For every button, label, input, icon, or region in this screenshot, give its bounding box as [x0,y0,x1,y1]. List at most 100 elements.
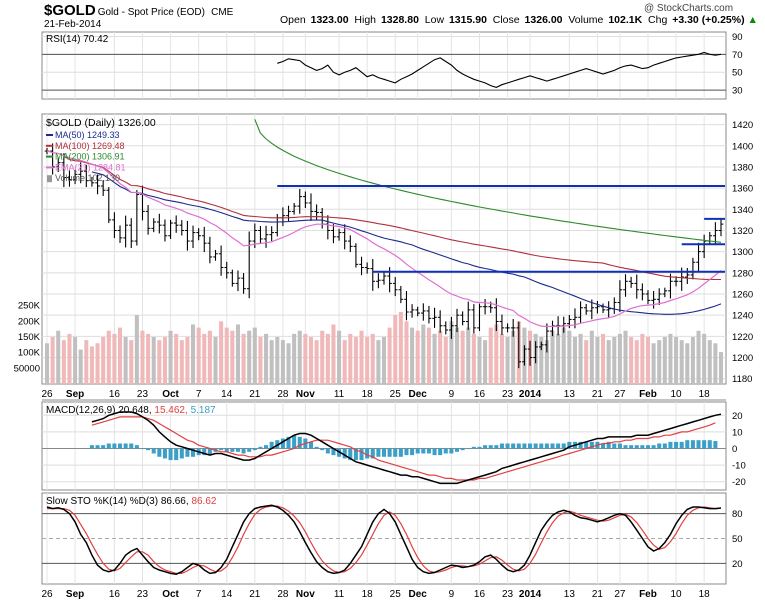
rsi-tick-label: 30 [732,86,743,97]
price-bar [55,157,61,173]
price-bar [544,323,550,353]
x-axis-label-bottom: Nov [296,589,315,600]
price-tick-label: 1360 [732,184,753,195]
volume-bar [696,330,701,384]
macd-histogram-bar [252,448,257,451]
rsi-tick-label: 50 [732,68,743,79]
price-bar [471,304,477,334]
macd-histogram-bar [241,448,246,454]
sto-tick-label: 20 [732,559,743,570]
x-axis-label-top: 18 [699,389,711,400]
volume-value: 102.1K [608,14,643,26]
volume-bar [449,321,454,384]
x-axis-label-bottom: 21 [249,589,261,600]
volume-bar [393,315,398,384]
x-axis-label-top: Dec [409,389,428,400]
legend-swatch-volume [47,175,52,183]
chg-label: Chg [648,14,668,26]
price-bar [673,276,679,287]
macd-histogram-bar [702,440,707,449]
price-bar [668,273,673,299]
macd-histogram-bar [146,448,151,451]
volume-bar [140,330,145,384]
macd-histogram-bar [308,441,314,449]
symbol-description: Gold - Spot Price (EOD) [97,7,205,18]
price-bar [505,323,510,333]
x-axis-label-bottom: 9 [449,589,455,600]
price-bar [617,280,623,312]
price-tick-label: 1300 [732,247,753,258]
macd-histogram-bar [606,441,611,449]
macd-histogram-bar [117,443,123,449]
price-tick-label: 1280 [732,268,753,279]
volume-label: Volume [568,14,604,26]
volume-bar [702,333,707,384]
volume-bar [713,343,718,384]
volume-bar [662,337,667,384]
macd-histogram-bar [522,443,527,449]
x-axis-label-top: 14 [221,389,233,400]
volume-bar [280,340,285,384]
x-axis-label-bottom: Dec [409,589,428,600]
ohlc-summary: Open 1323.00 High 1328.80 Low 1315.90 Cl… [280,14,758,26]
macd-histogram-bar [516,443,521,449]
price-tick-label: 1340 [732,205,753,216]
volume-bar [337,330,342,384]
macd-histogram-bar [645,445,651,449]
volume-bar [690,337,695,384]
volume-bar [674,337,679,384]
macd-histogram-bar [561,443,566,449]
price-bar [713,222,718,245]
price-bar [67,170,72,187]
x-axis-label-bottom: Oct [162,589,179,600]
volume-bar [325,333,330,384]
price-bar [106,187,112,224]
macd-histogram-bar [331,448,336,456]
price-tick-label: 1220 [732,332,753,343]
macd-histogram-bar [578,441,583,449]
volume-bar [398,311,403,384]
high-label: High [354,14,377,26]
macd-tick-label: -20 [732,477,746,488]
ma200-line [254,119,722,243]
price-legend-title: $GOLD (Daily) 1326.00 [46,117,156,129]
price-bar [162,219,168,242]
price-bar [336,228,342,241]
price-bar [640,283,645,301]
price-bar [331,224,336,244]
price-bar [426,305,432,324]
x-axis-label-top: 23 [137,389,149,400]
volume-bar [56,330,61,384]
price-tick-label: 1260 [732,290,753,301]
volume-bar [505,337,510,384]
x-axis-label-bottom: Feb [639,589,657,600]
price-bar [235,270,241,292]
macd-histogram-bar [191,448,196,457]
volume-bar [438,330,443,384]
volume-bar [544,340,549,384]
x-axis-label-bottom: 25 [390,589,402,600]
x-axis-label-top: 27 [614,389,626,400]
macd-histogram-bar [696,440,701,449]
legend-entry-ma50: MA(50) 1249.33 [55,130,120,140]
macd-histogram-bar [387,448,392,457]
macd-histogram-bar [292,435,297,449]
macd-histogram-bar [612,443,617,449]
price-bar [409,304,415,318]
price-bar [100,180,106,196]
price-bar [213,249,218,261]
price-bar [348,235,353,253]
volume-bar [454,327,460,384]
macd-histogram-bar [505,443,510,449]
rsi-tick-label: 90 [732,32,743,43]
price-bar [207,236,213,264]
macd-histogram-bar [454,448,460,452]
macd-signal-value: 15.462, [154,405,190,416]
volume-bar [84,340,89,384]
macd-histogram-bar [398,448,403,457]
volume-bar [488,327,493,384]
volume-bar [668,333,673,384]
macd-histogram-bar [112,443,117,449]
rsi-legend: RSI(14) 70.42 [46,34,109,45]
volume-bar [67,333,72,384]
